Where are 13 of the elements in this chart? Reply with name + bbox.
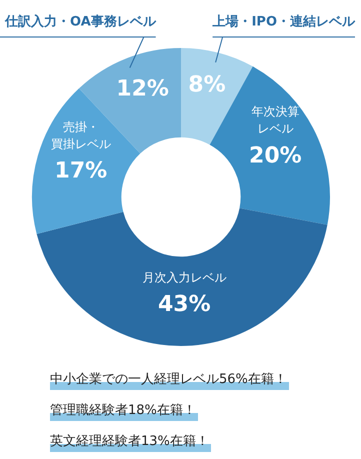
text: 中小企業での一人経理レベル56%在籍！ [50,370,289,390]
slice-label: 月次入力レベル [142,270,226,284]
slice-label: 売掛・買掛レベル [50,120,111,152]
slice-label: 年次決算レベル [251,104,300,136]
data-label: 8% [188,72,226,98]
slice-label: 上場・IPO・連結レベル [212,14,356,30]
data-label: 12% [116,76,169,102]
data-label: 20% [249,143,302,168]
data-label: 43% [158,292,211,317]
slice-label: 仕訳入力・OA事務レベル [4,13,157,30]
text: 管理職経験者18%在籍！ [50,401,198,421]
text: 英文経理経験者13%在籍！ [50,432,211,452]
data-label: 17% [54,158,108,184]
